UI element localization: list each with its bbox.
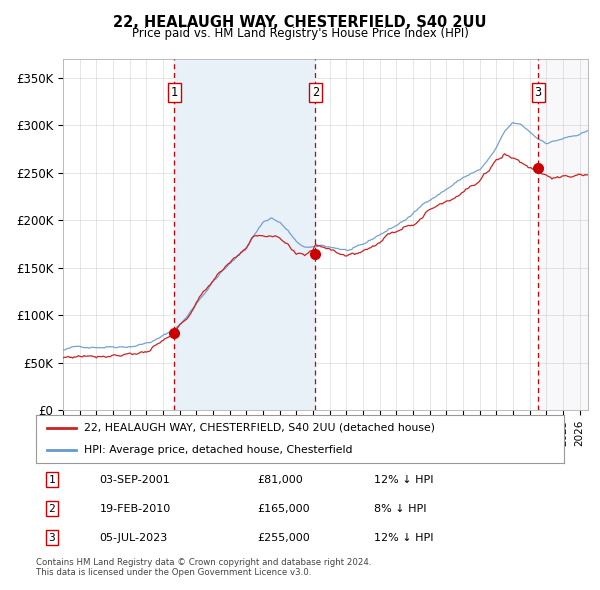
Text: 1: 1 <box>170 86 178 99</box>
Text: Price paid vs. HM Land Registry's House Price Index (HPI): Price paid vs. HM Land Registry's House … <box>131 27 469 40</box>
Text: 12% ↓ HPI: 12% ↓ HPI <box>374 474 433 484</box>
Text: 12% ↓ HPI: 12% ↓ HPI <box>374 533 433 543</box>
Text: 1: 1 <box>49 474 55 484</box>
Bar <box>538 59 588 410</box>
Bar <box>174 59 315 410</box>
Text: £255,000: £255,000 <box>258 533 311 543</box>
Text: 05-JUL-2023: 05-JUL-2023 <box>100 533 167 543</box>
Text: 03-SEP-2001: 03-SEP-2001 <box>100 474 170 484</box>
Text: £165,000: £165,000 <box>258 504 310 513</box>
Text: HPI: Average price, detached house, Chesterfield: HPI: Average price, detached house, Ches… <box>83 445 352 455</box>
Text: £81,000: £81,000 <box>258 474 304 484</box>
Text: 22, HEALAUGH WAY, CHESTERFIELD, S40 2UU (detached house): 22, HEALAUGH WAY, CHESTERFIELD, S40 2UU … <box>83 423 434 433</box>
Text: Contains HM Land Registry data © Crown copyright and database right 2024.
This d: Contains HM Land Registry data © Crown c… <box>36 558 371 577</box>
Text: 3: 3 <box>535 86 542 99</box>
Text: 19-FEB-2010: 19-FEB-2010 <box>100 504 170 513</box>
Text: 2: 2 <box>49 504 55 513</box>
Text: 3: 3 <box>49 533 55 543</box>
Text: 8% ↓ HPI: 8% ↓ HPI <box>374 504 427 513</box>
Text: 22, HEALAUGH WAY, CHESTERFIELD, S40 2UU: 22, HEALAUGH WAY, CHESTERFIELD, S40 2UU <box>113 15 487 30</box>
Bar <box>538 59 588 410</box>
Text: 2: 2 <box>311 86 319 99</box>
